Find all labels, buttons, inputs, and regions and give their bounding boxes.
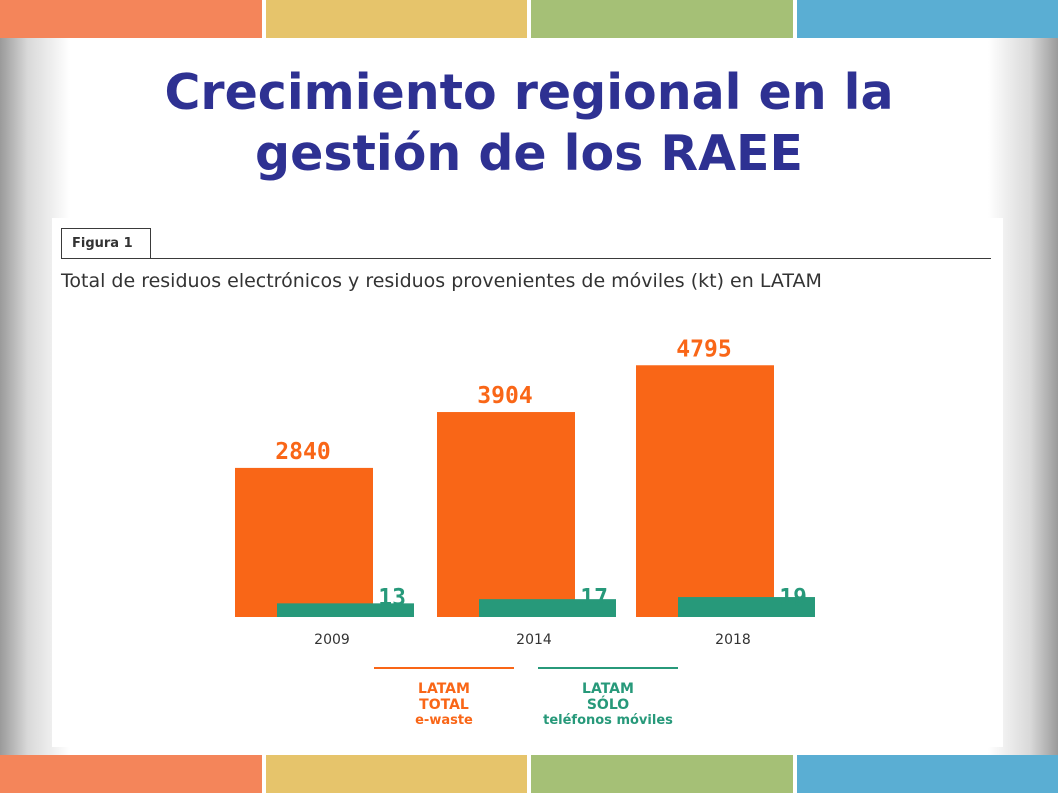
figure-label: Figura 1 [61,228,151,258]
value-label-total-2014: 3904 [477,383,532,409]
legend-total-line2: TOTAL [419,697,469,713]
category-label-2018: 2018 [715,632,751,648]
value-label-mobile-2014: 17 [580,585,608,611]
figure-rule [61,258,991,259]
legend-item-mobile: LATAM SÓLO teléfonos móviles [538,667,678,729]
legend-mobile-line2: SÓLO [586,697,630,713]
value-label-mobile-2018: 19 [779,585,807,611]
value-label-total-2009: 2840 [275,439,330,465]
legend-total-line3: e-waste [415,713,473,728]
stripe-segment-yellow [265,0,527,38]
value-label-mobile-2009: 13 [378,585,406,611]
bar-total-2018 [636,365,774,617]
slide-title: Crecimiento regional en la gestión de lo… [164,64,894,182]
legend-mobile-line3: teléfonos móviles [543,713,673,728]
category-label-2014: 2014 [516,632,552,648]
stripe-segment-blue [796,755,1058,793]
bar-mobile-2014 [479,599,616,617]
bottom-color-stripe [0,755,1058,793]
top-color-stripe [0,0,1058,38]
bar-chart: 2840 13 2009 3904 17 2014 4795 19 2018 [235,336,815,648]
stripe-segment-blue [796,0,1058,38]
bar-total-2009 [235,467,373,617]
legend-line-total [374,667,514,669]
stripe-segment-green [531,755,793,793]
bar-total-2014 [437,412,575,617]
bar-mobile-2009 [277,603,414,617]
stripe-segment-green [531,0,793,38]
legend-item-total: LATAM TOTAL e-waste [374,667,514,729]
stripe-segment-orange [0,0,262,38]
stripe-segment-yellow [265,755,527,793]
bar-mobile-2018 [678,597,815,617]
figure-subtitle: Total de residuos electrónicos y residuo… [61,270,822,292]
stripe-segment-orange [0,755,262,793]
figure-card: Figura 1 Total de residuos electrónicos … [52,218,1003,747]
category-label-2009: 2009 [314,632,350,648]
value-label-total-2018: 4795 [676,336,731,362]
legend-line-mobile [538,667,678,669]
legend-total-line1: LATAM [418,681,470,697]
legend-mobile-line1: LATAM [582,681,634,697]
